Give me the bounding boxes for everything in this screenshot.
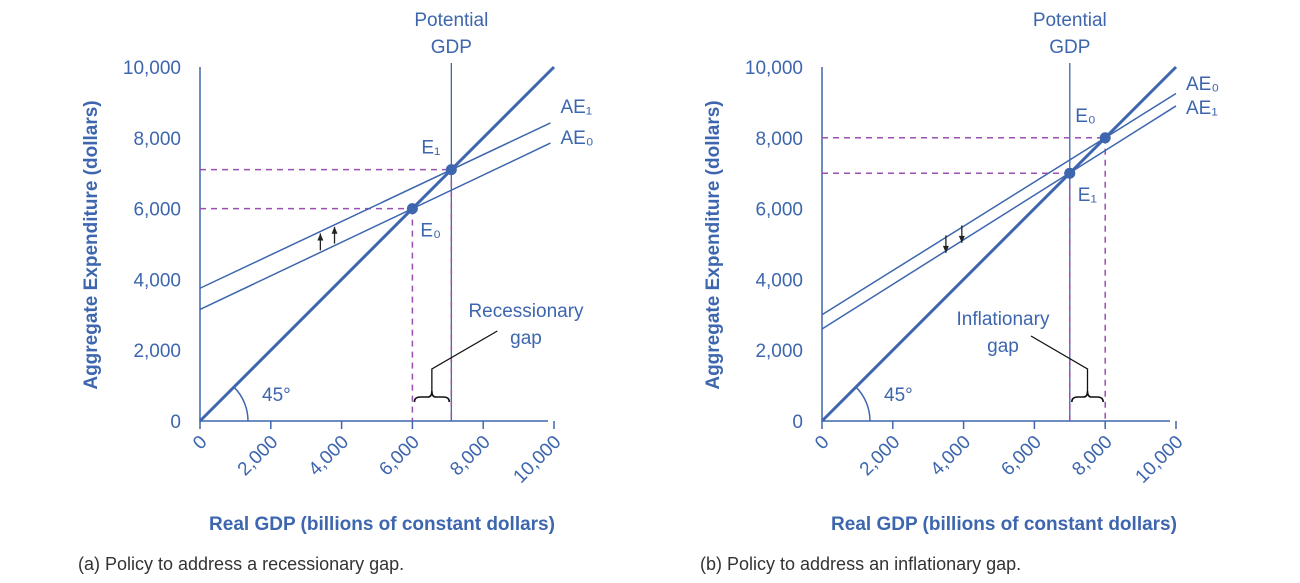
series-label: AE₁ <box>1186 98 1218 119</box>
equilibrium-label: E₀ <box>1075 106 1096 127</box>
series-line <box>199 142 551 311</box>
caption: (a) Policy to address a recessionary gap… <box>78 554 404 574</box>
y-tick-label: 10,000 <box>745 58 803 79</box>
series-label: AE₀ <box>560 128 593 149</box>
equilibrium-label: E₀ <box>420 221 441 242</box>
y-tick-label: 4,000 <box>755 270 803 291</box>
shift-arrowhead <box>317 233 324 241</box>
x-tick-label: 10,000 <box>510 432 566 488</box>
angle-label: 45° <box>262 385 291 406</box>
equilibrium-point <box>1064 167 1076 179</box>
x-tick-label: 2,000 <box>234 432 282 480</box>
series-line <box>198 65 556 423</box>
angle-arc <box>233 386 249 422</box>
series-line <box>820 65 1178 423</box>
series-line <box>821 92 1177 316</box>
y-tick-label: 0 <box>792 412 803 433</box>
shift-arrowhead <box>958 235 965 243</box>
y-axis-title: Aggregate Expenditure (dollars) <box>81 100 102 389</box>
gap-label: Recessionary <box>468 301 584 322</box>
x-tick-label: 4,000 <box>927 432 975 480</box>
angle-arc <box>855 386 871 422</box>
equilibrium-label: E₁ <box>1078 185 1097 206</box>
x-tick-label: 8,000 <box>446 432 494 480</box>
y-tick-label: 10,000 <box>123 58 181 79</box>
shift-arrowhead <box>942 245 949 253</box>
x-axis-title: Real GDP (billions of constant dollars) <box>831 514 1177 535</box>
angle-label: 45° <box>884 385 913 406</box>
x-tick-label: 6,000 <box>375 432 423 480</box>
y-tick-label: 2,000 <box>755 341 803 362</box>
y-axis-title: Aggregate Expenditure (dollars) <box>703 100 724 389</box>
equilibrium-label: E₁ <box>421 138 440 159</box>
y-tick-label: 4,000 <box>133 270 181 291</box>
x-tick-label: 2,000 <box>856 432 904 480</box>
equilibrium-point <box>406 203 418 215</box>
potential-gdp-label: GDP <box>1049 37 1090 58</box>
y-tick-label: 0 <box>170 412 181 433</box>
caption: (b) Policy to address an inflationary ga… <box>700 554 1021 574</box>
series-label: AE₀ <box>1186 74 1219 95</box>
series-label: AE₁ <box>560 97 592 118</box>
gap-label: gap <box>987 336 1019 357</box>
gap-label: Inflationary <box>957 309 1050 330</box>
potential-gdp-label: Potential <box>414 10 488 31</box>
gap-brace <box>413 390 451 403</box>
x-tick-label: 4,000 <box>305 432 353 480</box>
y-tick-label: 2,000 <box>133 341 181 362</box>
y-tick-label: 6,000 <box>755 200 803 221</box>
gap-label: gap <box>510 328 542 349</box>
potential-gdp-label: Potential <box>1033 10 1107 31</box>
x-tick-label: 0 <box>189 432 211 454</box>
gap-leader <box>1030 335 1089 391</box>
x-tick-label: 10,000 <box>1132 432 1188 488</box>
y-tick-label: 6,000 <box>133 200 181 221</box>
x-tick-label: 0 <box>811 432 833 454</box>
x-axis-title: Real GDP (billions of constant dollars) <box>209 514 555 535</box>
gap-leader <box>431 330 498 391</box>
series-line <box>821 105 1177 330</box>
equilibrium-point <box>445 164 457 176</box>
shift-arrowhead <box>331 226 338 234</box>
equilibrium-point <box>1099 132 1111 144</box>
series-line <box>199 122 551 289</box>
y-tick-label: 8,000 <box>133 129 181 150</box>
gap-brace <box>1071 390 1104 403</box>
x-tick-label: 6,000 <box>997 432 1045 480</box>
y-tick-label: 8,000 <box>755 129 803 150</box>
potential-gdp-label: GDP <box>431 37 472 58</box>
x-tick-label: 8,000 <box>1068 432 1116 480</box>
